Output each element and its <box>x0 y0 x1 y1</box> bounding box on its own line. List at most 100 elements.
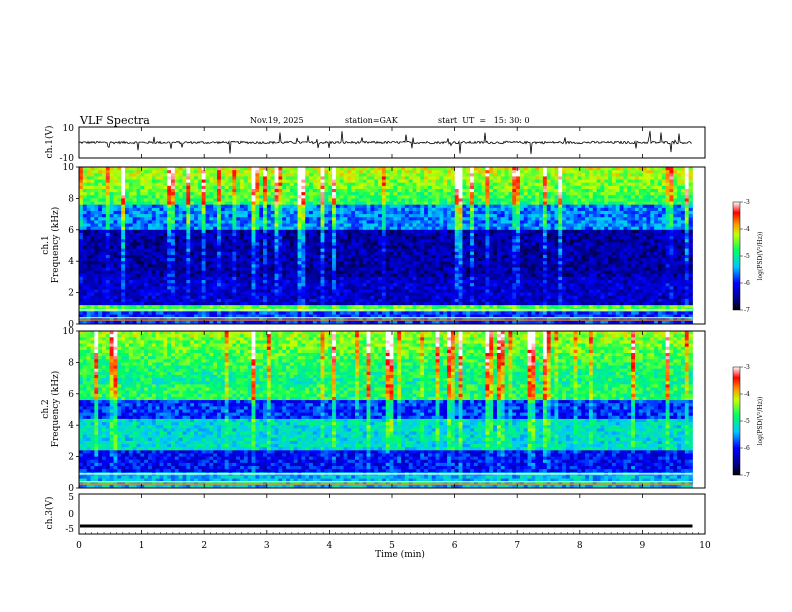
spectrogram-cell <box>623 207 628 212</box>
spectrogram-cell <box>94 201 99 206</box>
spectrogram-cell <box>435 232 440 237</box>
spectrogram-cell <box>94 214 99 218</box>
spectrogram-cell <box>316 242 321 246</box>
spectrogram-cell <box>404 261 410 265</box>
spectrogram-cell <box>443 223 448 228</box>
spectrogram-cell <box>381 170 387 174</box>
spectrogram-cell <box>427 167 433 171</box>
spectrogram-cell <box>247 251 252 256</box>
spectrogram-cell <box>297 210 302 215</box>
spectrogram-cell <box>205 170 210 174</box>
spectrogram-cell <box>680 185 686 190</box>
spectrogram-cell <box>477 176 482 180</box>
spectrogram-cell <box>339 232 344 237</box>
spectrogram-cell <box>128 220 134 224</box>
spectrogram-cell <box>642 210 647 215</box>
spectrogram-cell <box>217 201 222 206</box>
spectrogram-cell <box>151 236 157 240</box>
spectrogram-cell <box>408 239 413 243</box>
spectrogram-cell <box>581 173 586 177</box>
spectrogram-cell <box>447 170 452 174</box>
spectrogram-cell <box>611 217 617 221</box>
spectrogram-cell <box>144 264 149 268</box>
spectrogram-cell <box>378 239 383 243</box>
spectrogram-cell <box>516 201 521 206</box>
spectrogram-cell <box>470 248 475 253</box>
spectrogram-cell <box>539 170 544 174</box>
spectrogram-cell <box>592 232 598 237</box>
spectrogram-cell <box>362 214 367 218</box>
spectrogram-cell <box>94 195 99 199</box>
spectrogram-cell <box>416 170 421 174</box>
spectrogram-cell <box>519 179 525 184</box>
spectrogram-cell <box>665 173 670 177</box>
spectrogram-cell <box>550 185 555 190</box>
spectrogram-cell <box>385 198 390 202</box>
spectrogram-cell <box>312 226 318 231</box>
spectrogram-cell <box>328 179 333 184</box>
spectrogram-cell <box>228 170 233 174</box>
spectrogram-cell <box>259 242 264 246</box>
spectrogram-cell <box>209 229 214 234</box>
spectrogram-cell <box>684 173 690 177</box>
spectrogram-cell <box>232 254 237 259</box>
spectrogram-cell <box>301 236 306 240</box>
spectrogram-cell <box>186 239 191 243</box>
spectrogram-cell <box>493 185 498 190</box>
spectrogram-cell <box>535 258 540 262</box>
spectrogram-cell <box>500 176 505 180</box>
spectrogram-cell <box>132 261 137 265</box>
spectrogram-cell <box>611 261 617 265</box>
spectrogram-cell <box>232 217 237 221</box>
spectrogram-cell <box>508 207 513 212</box>
spectrogram-cell <box>397 220 402 224</box>
spectrogram-cell <box>542 239 548 243</box>
spectrogram-cell <box>125 195 130 199</box>
spectrogram-cell <box>163 167 168 171</box>
spectrogram-cell <box>305 239 310 243</box>
spectrogram-cell <box>117 248 122 253</box>
spectrogram-cell <box>435 242 440 246</box>
spectrogram-cell <box>680 232 686 237</box>
spectrogram-cell <box>393 239 398 243</box>
spectrogram-cell <box>684 217 690 221</box>
spectrogram-cell <box>297 214 302 218</box>
spectrogram-cell <box>255 236 260 240</box>
spectrogram-cell <box>408 182 413 187</box>
spectrogram-cell <box>408 201 413 206</box>
spectrogram-cell <box>546 173 552 177</box>
spectrogram-cell <box>266 261 272 265</box>
spectrogram-cell <box>573 254 578 259</box>
spectrogram-cell <box>117 254 122 259</box>
spectrogram-cell <box>404 204 410 209</box>
spectrogram-cell <box>381 245 387 250</box>
spectrogram-cell <box>619 251 624 256</box>
spectrogram-cell <box>213 258 218 262</box>
spectrogram-cell <box>665 220 670 224</box>
spectrogram-cell <box>527 210 532 215</box>
spectrogram-cell <box>519 170 525 174</box>
spectrogram-cell <box>523 254 528 259</box>
spectrogram-cell <box>519 195 525 199</box>
spectrogram-cell <box>401 223 406 228</box>
spectrogram-cell <box>450 179 456 184</box>
spectrogram-cell <box>523 170 528 174</box>
spectrogram-cell <box>293 201 298 206</box>
spectrogram-cell <box>554 261 559 265</box>
spectrogram-cell <box>105 214 111 218</box>
spectrogram-cell <box>661 258 667 262</box>
spectrogram-cell <box>519 245 525 250</box>
spectrogram-cell <box>654 201 659 206</box>
spectrogram-cell <box>592 182 598 187</box>
spectrogram-cell <box>435 261 440 265</box>
spectrogram-cell <box>688 198 693 202</box>
spectrogram-cell <box>320 201 325 206</box>
spectrogram-cell <box>688 261 693 265</box>
spectrogram-cell <box>577 176 582 180</box>
spectrogram-cell <box>604 185 609 190</box>
spectrogram-cell <box>531 195 536 199</box>
spectrogram-cell <box>604 254 609 259</box>
spectrogram-cell <box>546 176 552 180</box>
spectrogram-cell <box>412 210 417 215</box>
spectrogram-cell <box>351 167 356 171</box>
